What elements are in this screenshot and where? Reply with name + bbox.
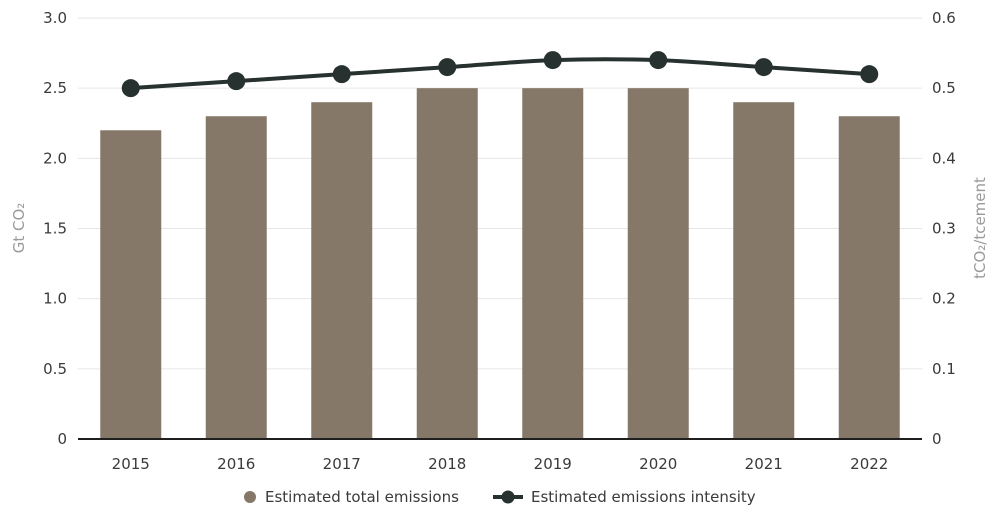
x-tick-label: 2022	[850, 455, 888, 473]
legend-line-marker	[501, 490, 515, 504]
intensity-point-2015	[121, 79, 140, 98]
legend-bar-swatch	[244, 491, 256, 503]
intensity-point-2017	[332, 65, 351, 84]
bar-2016	[205, 116, 267, 439]
bar-2022	[838, 116, 900, 439]
left-tick-label: 3.0	[43, 9, 67, 27]
right-tick-label: 0.6	[932, 9, 956, 27]
right-tick-label: 0.5	[932, 79, 956, 97]
left-axis-title: Gt CO₂	[10, 203, 28, 254]
bar-2018	[416, 88, 478, 440]
left-tick-label: 0.5	[43, 360, 67, 378]
x-tick-label: 2019	[534, 455, 572, 473]
x-tick-label: 2017	[323, 455, 361, 473]
intensity-line-path	[130, 57, 870, 91]
x-tick-label: 2021	[745, 455, 783, 473]
bar-2019	[522, 88, 584, 440]
x-tick-label: 2015	[112, 455, 150, 473]
bars	[100, 88, 900, 440]
intensity-line	[121, 51, 879, 98]
left-tick-label: 1.0	[43, 290, 67, 308]
intensity-point-2022	[860, 65, 879, 84]
intensity-point-2019	[543, 51, 562, 70]
right-tick-label: 0.4	[932, 149, 956, 167]
bar-2020	[627, 88, 689, 440]
intensity-point-2018	[438, 58, 457, 77]
right-tick-label: 0	[932, 430, 942, 448]
x-tick-label: 2020	[639, 455, 677, 473]
left-tick-label: 2.5	[43, 79, 67, 97]
tick-labels: 0 0 0.5 0.1 1.0 0.2 1.5 0.3 2.0 0.4 2.5 0.5 3.0 0.6 20…	[43, 9, 956, 473]
intensity-point-2020	[649, 51, 668, 70]
legend-line-label: Estimated emissions intensity	[531, 488, 756, 506]
left-tick-label: 2.0	[43, 149, 67, 167]
right-tick-label: 0.1	[932, 360, 956, 378]
legend: Estimated total emissions Estimated emis…	[244, 488, 756, 506]
left-tick-label: 0	[57, 430, 67, 448]
bar-2021	[733, 102, 795, 439]
x-tick-label: 2018	[428, 455, 466, 473]
right-axis-title: tCO₂/tcement	[971, 177, 989, 279]
left-tick-label: 1.5	[43, 220, 67, 238]
bar-2015	[100, 130, 162, 439]
legend-bar-label: Estimated total emissions	[265, 488, 459, 506]
x-tick-label: 2016	[217, 455, 255, 473]
bar-2017	[311, 102, 373, 439]
right-tick-label: 0.3	[932, 220, 956, 238]
right-tick-label: 0.2	[932, 290, 956, 308]
intensity-point-2021	[754, 58, 773, 77]
intensity-point-2016	[227, 72, 246, 91]
